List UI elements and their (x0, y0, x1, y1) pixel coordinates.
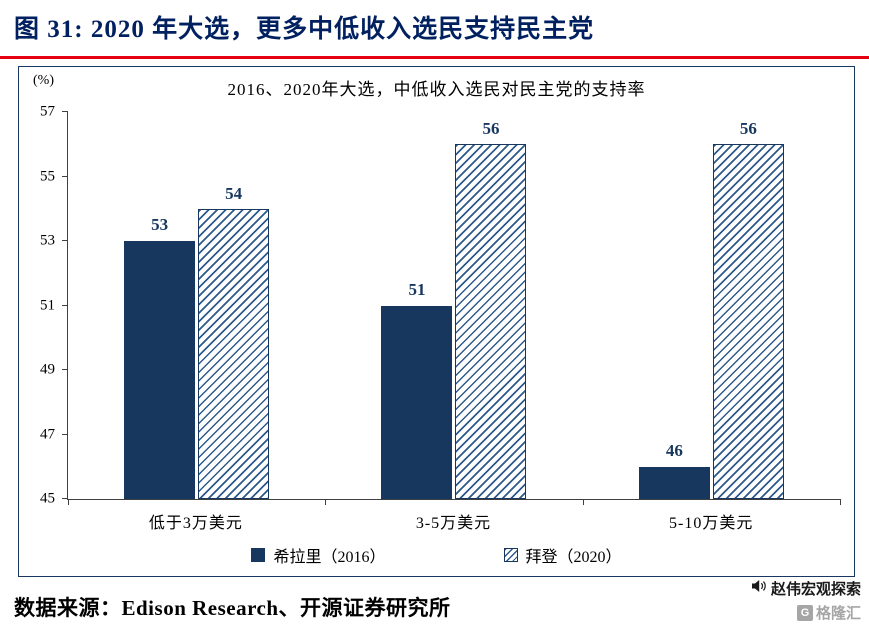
bar-value-label: 56 (739, 119, 757, 139)
bar-groups: 53 54 51 56 46 56 (68, 112, 840, 499)
figure-header: 图 31: 2020 年大选，更多中低收入选民支持民主党 (14, 8, 859, 52)
y-axis-tick-mark (62, 498, 68, 499)
chart-panel: (%) 2016、2020年大选，中低收入选民对民主党的支持率 57 55 53 51… (18, 66, 855, 577)
watermark-text: 赵伟宏观探索 (770, 581, 861, 598)
bar-solid: 46 (638, 442, 710, 499)
bar-solid: 53 (124, 216, 196, 499)
y-axis-tick-mark (62, 433, 68, 435)
y-axis-tick-mark (62, 240, 68, 242)
y-axis-tick-label: 57 (40, 103, 55, 120)
bar-group: 51 56 (325, 112, 582, 499)
gelonghui-logo: G 格隆汇 (796, 602, 861, 623)
y-axis-labels: 57 55 53 51 49 47 45 (19, 104, 61, 506)
figure-title: 图 31: 2020 年大选，更多中低收入选民支持民主党 (14, 16, 595, 43)
bar-hatched: 54 (198, 185, 270, 499)
y-axis-tick-mark (62, 369, 68, 371)
bar-group: 53 54 (68, 112, 325, 499)
bar-solid: 51 (381, 281, 453, 499)
bar-value-label: 54 (225, 183, 243, 203)
y-axis-tick-mark (62, 111, 68, 112)
legend-label: 希拉里（2016） (273, 549, 386, 566)
x-axis-tick-mark (840, 499, 841, 505)
x-axis-category-label: 3-5万美元 (415, 515, 492, 532)
legend-swatch-hatched (503, 548, 518, 562)
plot-area: 53 54 51 56 46 56 (62, 111, 841, 505)
x-axis-tick-mark (582, 499, 584, 505)
legend-label: 拜登（2020） (525, 549, 622, 566)
y-axis-tick-mark (62, 304, 68, 306)
bar-hatched: 56 (712, 120, 784, 499)
data-source-text: 数据来源：Edison Research、开源证券研究所 (14, 596, 451, 620)
watermark-line: 赵伟宏观探索 (751, 578, 861, 599)
bar-value-label: 53 (151, 215, 169, 235)
y-axis-tick-label: 49 (40, 361, 55, 378)
y-axis-tick-marks (62, 111, 68, 499)
x-axis-category-label: 5-10万美元 (669, 515, 754, 532)
legend-item: 希拉里（2016） (251, 543, 386, 567)
bar-group: 46 56 (583, 112, 840, 499)
x-axis-category-labels: 低于3万美元 3-5万美元 5-10万美元 (67, 509, 840, 533)
y-axis-tick-label: 55 (40, 168, 55, 184)
red-divider-line (0, 56, 869, 59)
y-axis-tick-mark (62, 175, 68, 177)
bar-value-label: 46 (665, 440, 683, 460)
bar-hatched: 56 (455, 120, 527, 499)
y-axis-tick-label: 53 (40, 232, 55, 249)
x-axis-category-label: 低于3万美元 (148, 515, 243, 532)
x-axis-tick-mark (68, 499, 69, 505)
x-axis-tick-mark (325, 499, 327, 505)
legend-item: 拜登（2020） (503, 543, 622, 567)
chart-title: 2016、2020年大选，中低收入选民对民主党的支持率 (227, 80, 646, 99)
gelonghui-logo-mark: G (796, 604, 813, 621)
y-axis-tick-label: 45 (40, 490, 55, 507)
y-axis-tick-label: 47 (40, 426, 55, 443)
megaphone-icon (751, 579, 767, 598)
chart-legend: 希拉里（2016） 拜登（2020） (19, 543, 854, 567)
x-axis-tick-marks (68, 499, 841, 505)
bar-value-label: 51 (408, 279, 426, 299)
gelonghui-logo-text: 格隆汇 (815, 605, 861, 622)
legend-swatch-solid (251, 548, 266, 562)
y-axis-tick-label: 51 (40, 297, 55, 313)
watermark: 赵伟宏观探索 G 格隆汇 (751, 578, 861, 623)
y-axis-unit-label: (%) (33, 73, 54, 88)
bar-value-label: 56 (482, 119, 500, 139)
